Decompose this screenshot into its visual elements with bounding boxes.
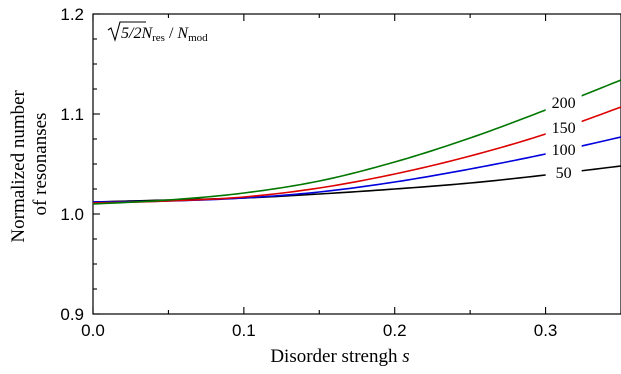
x-tick-label: 0.0 <box>81 321 105 340</box>
x-axis: 0.0 0.1 0.2 0.3 <box>81 14 621 340</box>
x-axis-title-variable: s <box>402 346 409 367</box>
y-axis: 0.9 1.0 1.1 1.2 <box>60 5 100 324</box>
y-tick-label: 0.9 <box>60 305 84 324</box>
x-axis-title: Disorder strengh s <box>270 346 409 367</box>
x-tick-label: 0.2 <box>383 321 407 340</box>
series-layer: 50 100 150 200 <box>92 79 621 205</box>
denominator-symbol: N <box>176 25 189 42</box>
y-axis-title-line1: Normalized number <box>8 89 29 242</box>
series-label-150: 150 <box>552 120 576 137</box>
x-tick-label: 0.1 <box>232 321 256 340</box>
y-axis-title: Normalized number of resonanses <box>8 85 51 242</box>
y-axis-title-line2: of resonanses <box>30 113 51 216</box>
y-tick-label: 1.0 <box>60 205 84 224</box>
numerator-subscript: res <box>152 32 165 44</box>
denominator-subscript: mod <box>188 32 208 44</box>
series-label-100: 100 <box>552 142 576 159</box>
series-label-background <box>545 162 582 181</box>
series-line-50 <box>92 165 621 203</box>
y-tick-label: 1.2 <box>60 5 84 24</box>
x-tick-label: 0.3 <box>534 321 558 340</box>
x-axis-title-text: Disorder strengh <box>270 346 398 367</box>
series-line-150 <box>92 106 621 204</box>
formula-text: 5/2Nres / Nmod <box>121 25 208 44</box>
series-label-50: 50 <box>556 165 572 182</box>
series-label-200: 200 <box>552 95 576 112</box>
series-line-200 <box>92 79 621 205</box>
plot-area-frame <box>92 13 621 315</box>
series-label-background <box>545 140 582 159</box>
fraction-slash: / <box>169 25 174 42</box>
formula-annotation: 5/2Nres / Nmod <box>107 21 208 44</box>
y-tick-label: 1.1 <box>60 105 84 124</box>
series-label-background <box>545 117 582 136</box>
series-label-background <box>545 92 582 111</box>
sqrt-radical <box>107 21 146 42</box>
sqrt-argument: 5/2 <box>121 25 141 42</box>
numerator-symbol: N <box>140 25 153 42</box>
